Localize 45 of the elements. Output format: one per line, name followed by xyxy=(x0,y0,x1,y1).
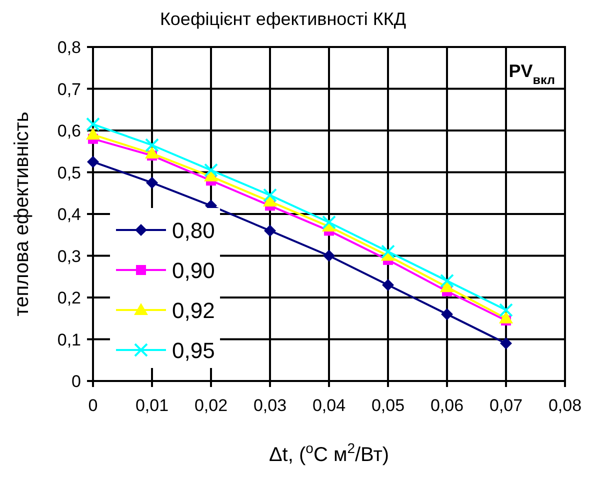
y-tick-label: 0,1 xyxy=(57,330,81,350)
point xyxy=(322,215,336,230)
y-tick-label: 0,6 xyxy=(57,122,81,140)
x-tick-label: 0,02 xyxy=(194,396,228,415)
point xyxy=(440,280,454,292)
x-tick-label: 0,07 xyxy=(489,396,523,415)
y-tick-label: 0,2 xyxy=(57,288,81,308)
point xyxy=(86,128,100,140)
point xyxy=(204,163,218,178)
y-tick-label: 0,5 xyxy=(57,163,81,182)
x-axis-title: Δt, ($^{o}$C м$^{2}$/Вт) xyxy=(268,440,390,466)
point xyxy=(381,244,395,259)
y-axis-title: теплова ефективність xyxy=(11,112,33,316)
x-tick-label: 0,06 xyxy=(430,396,464,415)
point xyxy=(441,308,453,320)
y-tick-label: 0,3 xyxy=(57,246,81,266)
point xyxy=(146,176,158,189)
point xyxy=(499,311,513,324)
legend-label: 0,80 xyxy=(172,218,215,243)
legend-label: 0,92 xyxy=(172,298,215,323)
y-tick-label: 0,8 xyxy=(57,38,81,57)
x-tick-label: 0,05 xyxy=(371,396,405,415)
point xyxy=(87,156,99,168)
legend-label: 0,95 xyxy=(172,338,215,363)
point xyxy=(145,146,159,158)
x-tick-label: 0 xyxy=(88,396,98,415)
point xyxy=(499,303,513,318)
x-tick-label: 0,01 xyxy=(135,396,169,415)
x-tick-label: 0,08 xyxy=(548,396,582,415)
y-tick-label: 0 xyxy=(72,372,81,391)
x-tick-label: 0,04 xyxy=(312,396,346,415)
point xyxy=(440,274,454,288)
chart-title: Коефіцієнт ефективності ККД xyxy=(160,9,406,29)
point xyxy=(145,138,159,152)
x-tick-label: 0,03 xyxy=(253,396,287,415)
point xyxy=(382,278,394,291)
legend-label: 0,90 xyxy=(172,258,215,283)
point xyxy=(263,188,277,202)
point xyxy=(500,337,512,350)
point xyxy=(86,117,100,132)
y-tick-label: 0,4 xyxy=(57,205,81,224)
annotation: PV$_{вкл}$ xyxy=(508,61,555,87)
point xyxy=(323,250,335,262)
y-tick-label: 0,7 xyxy=(57,80,81,99)
point xyxy=(264,224,276,237)
